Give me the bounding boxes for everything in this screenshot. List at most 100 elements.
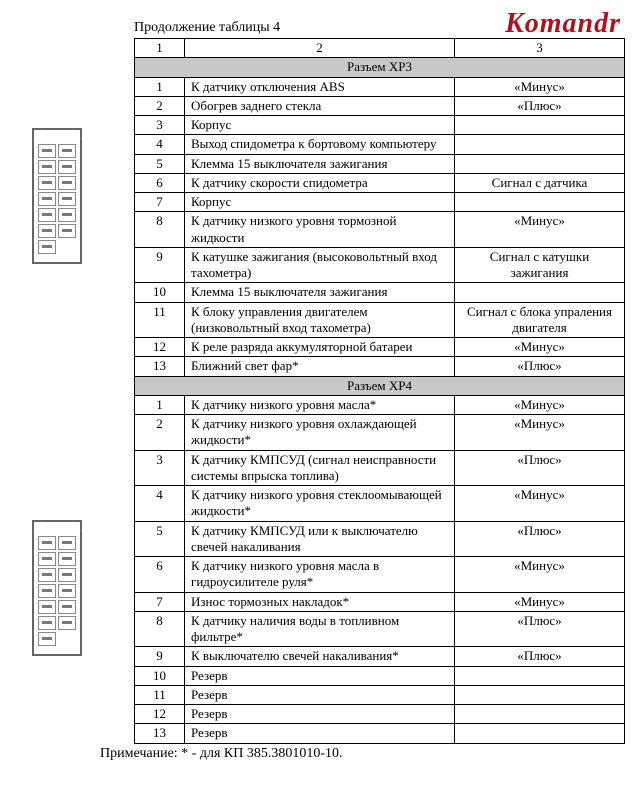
pin-signal: «Минус» bbox=[455, 77, 625, 96]
pin-number: 13 bbox=[135, 357, 185, 376]
pin-signal: Сигнал с датчика bbox=[455, 173, 625, 192]
pin-signal bbox=[455, 705, 625, 724]
pin-description: Резерв bbox=[185, 724, 455, 743]
pin-number: 10 bbox=[135, 666, 185, 685]
pin-signal bbox=[455, 154, 625, 173]
pin-signal: «Минус» bbox=[455, 592, 625, 611]
pin-signal: «Плюс» bbox=[455, 647, 625, 666]
connector-pin bbox=[38, 144, 56, 158]
pin-number: 2 bbox=[135, 415, 185, 451]
table-row: 10Резерв bbox=[135, 666, 625, 685]
pin-number: 1 bbox=[135, 395, 185, 414]
pin-number: 9 bbox=[135, 247, 185, 283]
table-caption: Продолжение таблицы 4 bbox=[134, 20, 280, 36]
connector-pin bbox=[38, 208, 56, 222]
pin-signal: «Плюс» bbox=[455, 611, 625, 647]
pinout-table: 1 2 3 Разъем XP31К датчику отключения AB… bbox=[134, 38, 625, 744]
brand-logo: Komandr bbox=[505, 8, 621, 40]
table-row: 1К датчику отключения ABS«Минус» bbox=[135, 77, 625, 96]
table-row: 1К датчику низкого уровня масла*«Минус» bbox=[135, 395, 625, 414]
table-row: 8К датчику низкого уровня тормозной жидк… bbox=[135, 212, 625, 248]
connector-taper bbox=[32, 520, 82, 532]
pin-signal bbox=[455, 724, 625, 743]
connector-pin bbox=[38, 600, 56, 614]
pin-description: Клемма 15 выключателя зажигания bbox=[185, 283, 455, 302]
pin-description: Износ тормозных накладок* bbox=[185, 592, 455, 611]
pin-number: 4 bbox=[135, 135, 185, 154]
pin-description: К датчику скорости спидометра bbox=[185, 173, 455, 192]
pin-description: Выход спидометра к бортовому компьютеру bbox=[185, 135, 455, 154]
pin-number: 8 bbox=[135, 212, 185, 248]
header-col-1: 1 bbox=[135, 39, 185, 58]
pin-description: К датчику наличия воды в топливном фильт… bbox=[185, 611, 455, 647]
table-row: 12К реле разряда аккумуляторной батареи«… bbox=[135, 338, 625, 357]
pin-signal: Сигнал с катушки зажигания bbox=[455, 247, 625, 283]
connector-pin bbox=[38, 632, 56, 646]
pin-description: Ближний свет фар* bbox=[185, 357, 455, 376]
connector-pin bbox=[58, 208, 76, 222]
table-row: 9К выключателю свечей накаливания*«Плюс» bbox=[135, 647, 625, 666]
pin-description: Резерв bbox=[185, 666, 455, 685]
table-row: 6К датчику низкого уровня масла в гидроу… bbox=[135, 557, 625, 593]
header-col-2: 2 bbox=[185, 39, 455, 58]
pin-number: 7 bbox=[135, 592, 185, 611]
pin-description: Резерв bbox=[185, 705, 455, 724]
connector-pin bbox=[38, 584, 56, 598]
pin-description: К датчику отключения ABS bbox=[185, 77, 455, 96]
section-row: Разъем XP4 bbox=[135, 376, 625, 395]
pin-number: 11 bbox=[135, 685, 185, 704]
pin-description: К блоку управления двигателем (низковоль… bbox=[185, 302, 455, 338]
connector-pin bbox=[58, 192, 76, 206]
section-label: Разъем XP3 bbox=[135, 58, 625, 77]
table-row: 4Выход спидометра к бортовому компьютеру bbox=[135, 135, 625, 154]
pin-description: К выключателю свечей накаливания* bbox=[185, 647, 455, 666]
pin-description: К датчику низкого уровня тормозной жидко… bbox=[185, 212, 455, 248]
pin-signal: «Минус» bbox=[455, 415, 625, 451]
pin-number: 1 bbox=[135, 77, 185, 96]
pin-number: 12 bbox=[135, 338, 185, 357]
pin-number: 12 bbox=[135, 705, 185, 724]
pin-signal: «Минус» bbox=[455, 486, 625, 522]
connector-diagram-1 bbox=[32, 128, 82, 264]
connector-pins bbox=[34, 140, 80, 262]
table-row: 3К датчику КМПСУД (сигнал неисправности … bbox=[135, 450, 625, 486]
connector-pin bbox=[38, 176, 56, 190]
connector-pin bbox=[38, 192, 56, 206]
pin-number: 9 bbox=[135, 647, 185, 666]
pin-number: 6 bbox=[135, 557, 185, 593]
connector-pin bbox=[58, 584, 76, 598]
table-header-row: 1 2 3 bbox=[135, 39, 625, 58]
connector-pin bbox=[58, 144, 76, 158]
connector-pin bbox=[58, 160, 76, 174]
pin-description: К датчику низкого уровня масла* bbox=[185, 395, 455, 414]
connector-pin bbox=[38, 240, 56, 254]
connector-diagram-2 bbox=[32, 520, 82, 656]
pin-signal: «Плюс» bbox=[455, 521, 625, 557]
table-row: 7Корпус bbox=[135, 193, 625, 212]
pin-description: К катушке зажигания (высоковольтный вход… bbox=[185, 247, 455, 283]
connector-pin bbox=[38, 568, 56, 582]
connector-pin bbox=[58, 224, 76, 238]
pin-description: Корпус bbox=[185, 116, 455, 135]
pin-number: 3 bbox=[135, 116, 185, 135]
pin-signal: «Минус» bbox=[455, 395, 625, 414]
header-col-3: 3 bbox=[455, 39, 625, 58]
pin-signal: «Плюс» bbox=[455, 96, 625, 115]
connector-pin bbox=[58, 616, 76, 630]
pin-number: 5 bbox=[135, 521, 185, 557]
pin-number: 8 bbox=[135, 611, 185, 647]
pin-signal bbox=[455, 283, 625, 302]
pin-signal: «Плюс» bbox=[455, 357, 625, 376]
table-row: 6К датчику скорости спидометраСигнал с д… bbox=[135, 173, 625, 192]
table-row: 10Клемма 15 выключателя зажигания bbox=[135, 283, 625, 302]
pin-signal: «Минус» bbox=[455, 557, 625, 593]
pin-signal: «Плюс» bbox=[455, 450, 625, 486]
pin-description: К датчику КМПСУД (сигнал неисправности с… bbox=[185, 450, 455, 486]
table-row: 8К датчику наличия воды в топливном филь… bbox=[135, 611, 625, 647]
page: Komandr Продолжение таблицы 4 1 2 3 Разъ… bbox=[0, 0, 639, 785]
connector-pin bbox=[58, 536, 76, 550]
table-row: 13Ближний свет фар*«Плюс» bbox=[135, 357, 625, 376]
pin-description: Корпус bbox=[185, 193, 455, 212]
connector-pin bbox=[38, 536, 56, 550]
pin-signal: «Минус» bbox=[455, 212, 625, 248]
